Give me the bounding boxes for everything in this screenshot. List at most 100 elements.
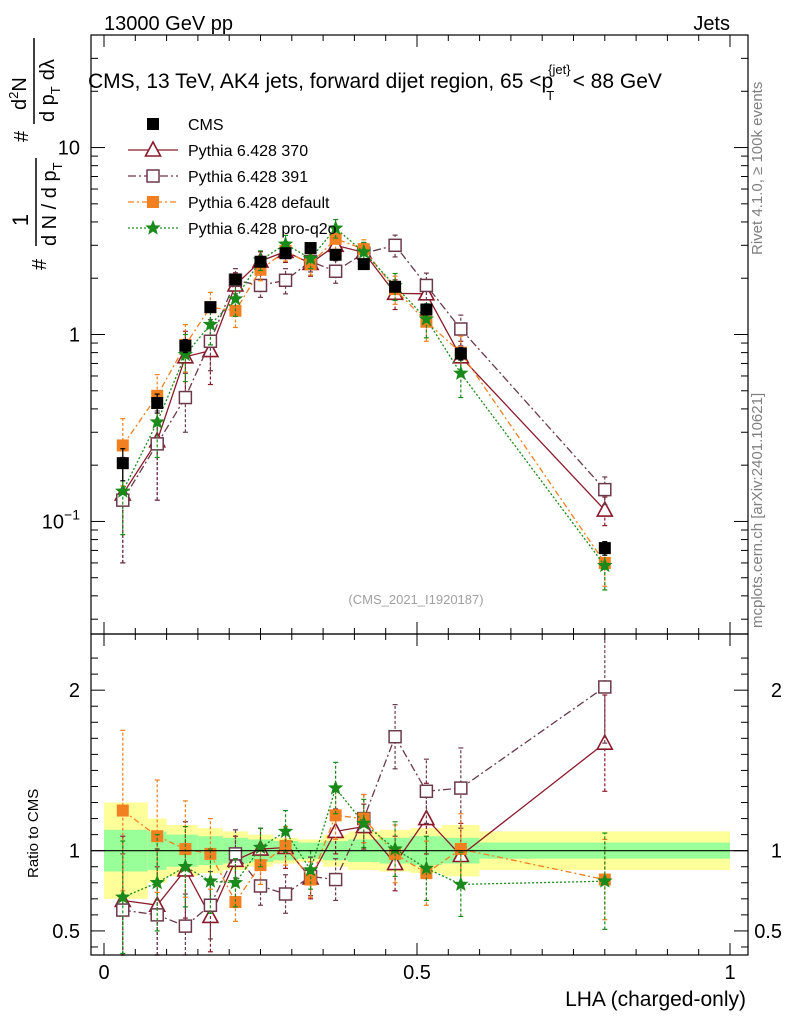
- ratio-point: [387, 841, 403, 856]
- data-point: [203, 334, 218, 349]
- data-point: [420, 303, 433, 316]
- ratio-point: [278, 887, 293, 901]
- ratio-y-tick-label-right: 0.5: [754, 921, 782, 943]
- data-point: [598, 482, 612, 497]
- legend-marker: [147, 196, 159, 208]
- y-tick-label: 1: [69, 325, 80, 347]
- series-cms: [116, 242, 611, 556]
- data-point: [595, 500, 614, 517]
- data-point: [254, 255, 267, 268]
- axis-ticks: 0 0.5 1 10−1 1 10 0.5 0.5 1 1 2 2: [42, 34, 782, 984]
- ratio-point: [598, 680, 612, 694]
- ratio-y-tick-label: 0.5: [52, 921, 80, 943]
- data-point: [597, 557, 613, 573]
- x-tick-label: 1: [724, 962, 735, 984]
- legend-entry: CMS: [147, 117, 224, 134]
- ratio-point: [329, 809, 342, 822]
- data-point: [454, 322, 468, 336]
- legend-entry: Pythia 6.428 391: [128, 169, 308, 186]
- data-point: [302, 250, 319, 266]
- ratio-point: [149, 874, 165, 890]
- data-point: [229, 273, 242, 286]
- side-label-mcplots: mcplots.cern.ch [arXiv:2401.10621]: [749, 393, 766, 628]
- ratio-point: [454, 843, 467, 856]
- data-point: [454, 347, 467, 360]
- ratio-point: [115, 889, 131, 904]
- data-point: [179, 339, 192, 352]
- series-line-main: [122, 244, 606, 501]
- data-point: [329, 232, 342, 245]
- data-point: [356, 244, 372, 259]
- data-point: [304, 242, 317, 255]
- legend-marker: [147, 118, 159, 130]
- data-point: [202, 316, 219, 332]
- ratio-point: [202, 873, 219, 888]
- legend-marker: [144, 140, 162, 157]
- ratio-point: [418, 860, 435, 875]
- legend-label: CMS: [188, 117, 224, 134]
- ratio-frame: [90, 633, 749, 956]
- ratio-point: [454, 781, 468, 795]
- title-tail: < 88 GeV: [573, 70, 662, 93]
- series-line-ratio: [122, 742, 606, 918]
- title-sup: {jet}: [548, 62, 571, 77]
- legend-entry: Pythia 6.428 default: [128, 195, 330, 212]
- data-point: [328, 264, 343, 278]
- y-tick-label: 10−1: [42, 506, 80, 533]
- legend-entry: Pythia 6.428 pro-q2o: [128, 219, 337, 238]
- ratio-point: [277, 823, 294, 839]
- svg-text:d pTdλ: d pTdλ: [37, 59, 63, 122]
- data-point: [115, 483, 131, 498]
- y-axis-label: # 1 d N / d pT # d2N d pTdλ: [6, 38, 65, 270]
- ratio-point: [228, 847, 243, 861]
- data-point: [204, 301, 217, 314]
- x-tick-label: 0.5: [403, 962, 431, 984]
- ratio-point: [227, 874, 244, 890]
- data-point: [116, 457, 129, 470]
- data-point: [278, 273, 293, 288]
- x-axis-label: LHA (charged-only): [565, 988, 746, 1011]
- data-point: [388, 238, 402, 253]
- svg-text:d2N: d2N: [6, 77, 31, 110]
- legend: CMS Pythia 6.428 370 Pythia 6.428 391 Pythi…: [128, 117, 337, 238]
- series-line-main: [122, 227, 606, 567]
- ratio-point: [356, 815, 372, 831]
- x-tick-label: 0: [98, 962, 109, 984]
- legend-label: Pythia 6.428 391: [188, 169, 308, 186]
- data-point: [453, 365, 469, 380]
- ratio-point: [116, 804, 129, 817]
- ratio-point: [453, 876, 469, 891]
- ratio-y-tick-label: 1: [69, 841, 80, 863]
- ratio-point: [229, 896, 242, 909]
- header-right: Jets: [693, 13, 730, 35]
- svg-text:d N / d pT: d N / d pT: [39, 162, 65, 246]
- legend-marker: [146, 169, 160, 183]
- data-point: [151, 397, 164, 410]
- legend-entry: Pythia 6.428 370: [128, 140, 308, 160]
- svg-text:1: 1: [8, 214, 33, 226]
- ratio-point: [419, 784, 434, 799]
- legend-marker: [145, 219, 161, 235]
- svg-text:#: #: [11, 130, 33, 142]
- data-point: [419, 278, 434, 293]
- ratio-point: [388, 729, 402, 744]
- legend-label: Pythia 6.428 370: [188, 143, 308, 160]
- ratio-point: [177, 858, 194, 874]
- data-point: [329, 248, 342, 261]
- watermark: (CMS_2021_I1920187): [348, 592, 483, 607]
- side-label-rivet: Rivet 4.1.0, ≥ 100k events: [749, 82, 766, 255]
- data-point: [279, 247, 292, 260]
- ratio-y-label: Ratio to CMS: [25, 789, 42, 878]
- data-point: [389, 280, 402, 293]
- ratio-y-tick-label: 2: [69, 680, 80, 702]
- data-point: [327, 220, 344, 235]
- ratio-y-tick-label-right: 2: [771, 680, 782, 702]
- series-line-ratio: [122, 786, 605, 898]
- ratio-point: [302, 861, 319, 877]
- ratio-point: [253, 879, 268, 893]
- data-point: [227, 290, 244, 306]
- ratio-y-tick-label-right: 1: [771, 841, 782, 863]
- ratio-point: [597, 873, 613, 888]
- series-layer: [113, 218, 614, 956]
